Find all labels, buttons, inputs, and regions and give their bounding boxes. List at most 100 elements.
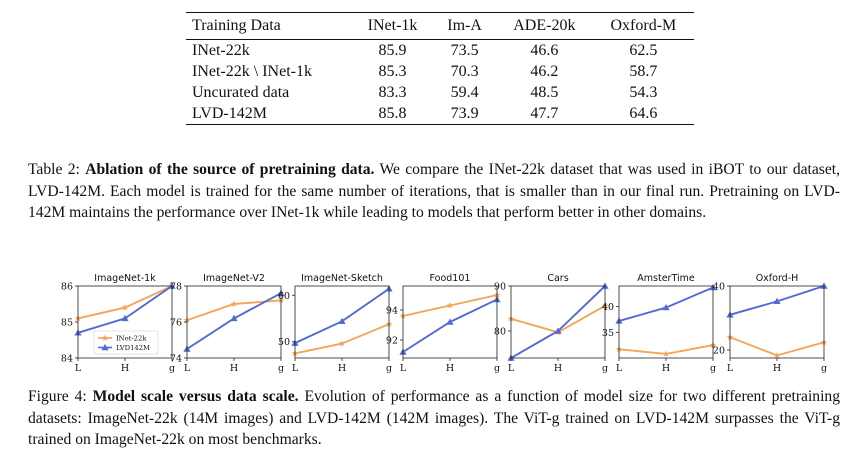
table-cell: INet-22k \ INet-1k xyxy=(192,62,312,80)
panel-title: ImageNet-Sketch xyxy=(301,273,383,284)
table-cell: Uncurated data xyxy=(192,83,290,101)
triangle-marker xyxy=(101,343,109,351)
table-cell: 62.5 xyxy=(629,41,658,59)
x-tick-label: H xyxy=(121,363,129,374)
series-line xyxy=(295,323,389,355)
results-table: Training Data INet-1k Im-A ADE-20k Oxfor… xyxy=(186,12,694,125)
table-cell: 85.3 xyxy=(378,62,407,80)
x-tick-label: g xyxy=(169,363,175,374)
x-tick-label: L xyxy=(75,363,82,374)
triangle-marker xyxy=(338,317,346,325)
triangle-marker xyxy=(168,282,176,289)
table-header: Oxford-M xyxy=(610,17,677,34)
table-cell: 47.7 xyxy=(530,104,559,122)
caption-label: Figure 4: xyxy=(28,388,93,405)
x-tick-label: L xyxy=(400,363,407,374)
caption-text: Evolution of performance as a function o… xyxy=(28,388,840,448)
x-tick-label: L xyxy=(292,363,299,374)
x-tick-label: g xyxy=(710,363,716,374)
legend-label: LVD142M xyxy=(116,344,150,352)
results-table-container: Training Data INet-1k Im-A ADE-20k Oxfor… xyxy=(186,12,694,125)
table-cell: 54.3 xyxy=(629,83,658,101)
table-cell: 85.8 xyxy=(378,104,407,122)
table-row: INet-22k \ INet-1k 85.3 70.3 46.2 58.7 xyxy=(186,61,694,82)
y-tick-label: 84 xyxy=(61,354,73,365)
table-header: ADE-20k xyxy=(513,17,576,34)
x-tick-label: L xyxy=(616,363,623,374)
panel-title: Food101 xyxy=(430,273,471,284)
table-cell: LVD-142M xyxy=(192,104,267,122)
y-tick-label: 90 xyxy=(494,282,506,293)
star-marker xyxy=(230,300,238,307)
series-line xyxy=(295,288,389,344)
x-tick-label: H xyxy=(773,363,781,374)
x-tick-label: L xyxy=(727,363,734,374)
caption-text: We compare the INet-22k dataset that was… xyxy=(28,161,841,221)
star-marker xyxy=(662,350,670,357)
table-cell: 85.9 xyxy=(378,41,407,59)
triangle-marker xyxy=(773,297,781,305)
table-header: Training Data xyxy=(192,17,281,34)
table-cell: 48.5 xyxy=(530,83,559,101)
x-tick-label: H xyxy=(446,363,454,374)
x-tick-label: g xyxy=(602,363,608,374)
panel-title: Oxford-H xyxy=(756,273,799,284)
y-tick-label: 85 xyxy=(61,318,73,329)
table-cell: 70.3 xyxy=(450,62,479,80)
table-cell: 73.5 xyxy=(450,41,479,59)
x-tick-label: g xyxy=(278,363,284,374)
series-line xyxy=(78,286,172,320)
triangle-marker xyxy=(121,314,129,322)
table-cell: 83.3 xyxy=(378,83,407,101)
table-cell: 73.9 xyxy=(450,104,479,122)
panel-title: AmsterTime xyxy=(637,273,695,284)
series-line xyxy=(403,298,497,353)
y-tick-label: 78 xyxy=(170,282,182,293)
x-tick-label: H xyxy=(662,363,670,374)
triangle-marker xyxy=(820,282,828,289)
table-cell: INet-22k xyxy=(192,41,250,59)
y-tick-label: 60 xyxy=(278,291,290,302)
caption-label: Table 2: xyxy=(28,161,86,178)
triangle-marker xyxy=(230,314,238,322)
triangle-marker xyxy=(554,327,562,334)
star-marker xyxy=(121,304,129,311)
panel-title: ImageNet-1k xyxy=(94,273,156,284)
table-header: INet-1k xyxy=(367,17,418,34)
x-tick-label: H xyxy=(554,363,562,374)
panel-title: ImageNet-V2 xyxy=(203,273,265,284)
x-tick-label: H xyxy=(338,363,346,374)
y-tick-label: 35 xyxy=(602,328,614,339)
x-tick-label: g xyxy=(821,363,827,374)
y-tick-label: 94 xyxy=(386,306,398,317)
x-tick-label: H xyxy=(230,363,238,374)
legend-label: INet-22k xyxy=(116,334,147,342)
y-tick-label: 76 xyxy=(170,318,182,329)
triangle-marker xyxy=(446,318,454,325)
triangle-marker xyxy=(662,304,670,311)
star-marker xyxy=(446,302,454,309)
caption-title: Model scale versus data scale. xyxy=(92,388,299,405)
x-tick-label: L xyxy=(184,363,191,374)
y-tick-label: 20 xyxy=(713,346,725,357)
table-cell: 46.6 xyxy=(530,41,559,59)
table-caption: Table 2: Ablation of the source of pretr… xyxy=(28,159,840,224)
x-tick-label: g xyxy=(386,363,392,374)
table-cell: 64.6 xyxy=(629,104,658,122)
table-cell: 59.4 xyxy=(450,83,479,101)
star-marker xyxy=(101,334,109,341)
star-marker xyxy=(338,340,346,347)
y-tick-label: 86 xyxy=(61,282,73,293)
y-tick-label: 40 xyxy=(713,282,725,293)
y-tick-label: 80 xyxy=(494,327,506,338)
caption-title: Ablation of the source of pretraining da… xyxy=(85,161,375,178)
table-row: LVD-142M 85.8 73.9 47.7 64.6 xyxy=(186,103,694,125)
triangle-marker xyxy=(601,282,609,289)
